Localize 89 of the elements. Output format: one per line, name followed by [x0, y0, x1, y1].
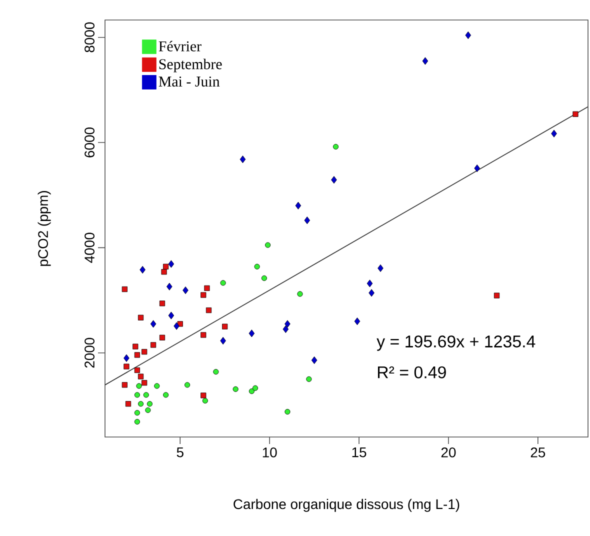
point [200, 332, 206, 338]
point [142, 349, 148, 355]
point [254, 264, 260, 270]
x-tick-label: 5 [176, 448, 184, 458]
point [378, 264, 384, 272]
legend-label: Février [158, 40, 202, 52]
point [143, 392, 149, 398]
point [138, 401, 144, 407]
point [282, 325, 289, 333]
point [572, 111, 578, 117]
point [184, 382, 190, 388]
point [168, 312, 174, 320]
point [150, 320, 156, 328]
y-tick-label: 2000 [84, 338, 94, 368]
point [204, 285, 210, 291]
point [182, 286, 188, 294]
y-tick-label: 8000 [84, 22, 94, 52]
point [311, 356, 318, 364]
point [232, 386, 238, 392]
point [142, 380, 148, 386]
point [366, 280, 373, 288]
point [134, 410, 140, 416]
point [354, 318, 360, 326]
point [200, 392, 206, 398]
point [134, 352, 140, 358]
point [166, 282, 172, 290]
point [168, 260, 174, 268]
point [465, 31, 472, 40]
point [159, 334, 166, 340]
point [150, 342, 156, 348]
point [134, 418, 140, 425]
legend-label: Septembre [159, 58, 222, 72]
point [163, 264, 169, 270]
point [125, 401, 132, 407]
point [297, 291, 303, 297]
annotation: y = 195.69x + 1235.4 [376, 335, 536, 351]
point [124, 354, 130, 362]
point [134, 367, 140, 373]
x-tick-label: 25 [530, 447, 546, 458]
point [304, 216, 310, 224]
point [220, 280, 226, 286]
point [422, 57, 428, 65]
x-tick-label: 10 [262, 447, 277, 458]
annotation: R² = 0.49 [378, 366, 446, 378]
point [265, 242, 271, 248]
point [213, 368, 219, 375]
point [261, 275, 268, 281]
point [146, 401, 153, 407]
point [136, 383, 142, 389]
point [154, 383, 160, 389]
point [138, 374, 144, 380]
point [138, 314, 144, 320]
point [474, 164, 480, 172]
y-tick-label: 4000 [84, 232, 94, 263]
point [284, 408, 290, 415]
point [306, 376, 312, 382]
point [159, 300, 166, 306]
point [240, 156, 246, 164]
point [124, 364, 130, 370]
point [206, 307, 212, 314]
point [331, 176, 337, 184]
point [161, 269, 167, 275]
point [132, 344, 138, 350]
point [200, 292, 206, 298]
point [220, 336, 226, 345]
point [202, 398, 208, 404]
point [551, 130, 557, 138]
y-axis-title: pCO2 (ppm) [38, 191, 51, 266]
point [145, 407, 151, 413]
point [295, 202, 302, 210]
point [332, 144, 339, 150]
point [174, 322, 180, 330]
point [122, 286, 128, 292]
x-tick-label: 15 [352, 448, 366, 458]
point [284, 320, 290, 328]
legend-label: Mai - Juin [158, 76, 220, 87]
point [368, 289, 374, 297]
point [122, 382, 128, 388]
point [248, 330, 255, 338]
x-axis-title: Carbone organique dissous (mg L-1) [234, 498, 460, 512]
point [248, 388, 254, 394]
y-tick-label: 6000 [84, 128, 94, 158]
point [140, 266, 146, 274]
x-tick-label: 20 [441, 447, 456, 458]
point [163, 392, 169, 398]
point [222, 324, 228, 330]
point [252, 385, 258, 391]
point [494, 292, 500, 298]
point [134, 392, 140, 398]
